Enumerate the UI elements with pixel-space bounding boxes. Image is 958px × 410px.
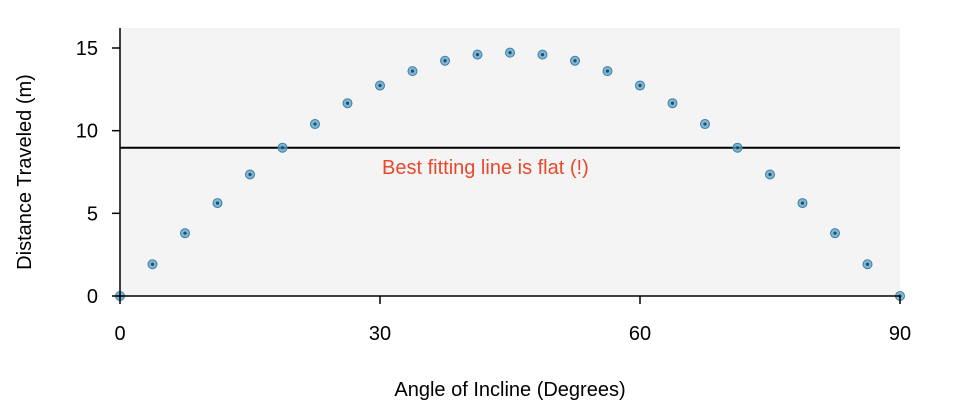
data-point-center	[833, 231, 837, 235]
x-axis-title: Angle of Incline (Degrees)	[394, 379, 625, 401]
y-axis: 0 5 10 15	[76, 28, 121, 308]
x-axis: 0 30 60 90	[114, 295, 911, 345]
y-tick-label: 0	[87, 286, 98, 308]
data-point-center	[345, 101, 350, 105]
plot-panel	[120, 28, 900, 296]
y-tick-label: 15	[76, 38, 98, 60]
data-point-center	[638, 83, 642, 88]
data-point-center	[475, 53, 480, 57]
data-point-center	[313, 122, 317, 126]
y-tick-label: 10	[76, 121, 98, 143]
data-point-center	[800, 201, 805, 205]
data-point-center	[150, 262, 155, 266]
x-tick-label: 0	[114, 323, 125, 345]
data-point-center	[703, 122, 707, 126]
x-tick-label: 60	[629, 323, 651, 345]
data-point-center	[248, 172, 252, 177]
data-point-center	[183, 231, 187, 235]
data-point-center	[215, 201, 220, 205]
data-point-center	[540, 53, 545, 57]
data-point-center	[410, 69, 415, 73]
data-point-center	[605, 69, 610, 73]
x-tick-label: 30	[369, 323, 391, 345]
data-point-center	[573, 59, 577, 63]
data-point-center	[768, 172, 772, 177]
data-point-center	[670, 101, 675, 105]
data-point-center	[865, 262, 870, 266]
x-tick-label: 90	[889, 323, 911, 345]
data-point-center	[735, 146, 740, 150]
data-point-center	[508, 51, 512, 55]
data-point-center	[378, 83, 382, 88]
y-axis-title: Distance Traveled (m)	[14, 74, 36, 270]
data-point-center	[280, 146, 285, 150]
y-tick-label: 5	[87, 203, 98, 225]
data-point-center	[443, 59, 447, 63]
annotation-label: Best fitting line is flat (!)	[382, 157, 589, 179]
